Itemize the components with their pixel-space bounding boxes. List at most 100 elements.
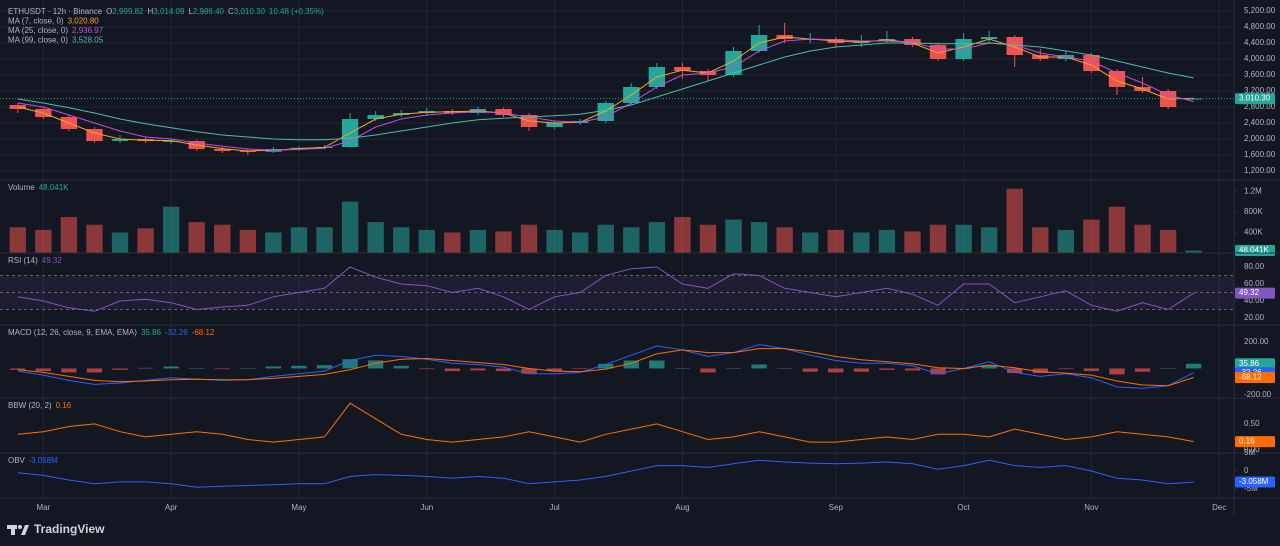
histogram-bar [623, 360, 639, 369]
histogram-bar [265, 366, 282, 369]
pane-title: RSI (14) [8, 256, 38, 265]
volume-bar [980, 227, 998, 253]
volume-bar [1108, 206, 1126, 253]
last-value-tag [1235, 476, 1275, 488]
brand-name: TradingView [34, 522, 105, 536]
price-change: 10.48 (+0.35%) [269, 7, 324, 16]
indicator-line [17, 348, 1194, 387]
pane-value: 35.86 [141, 328, 162, 337]
y-tick-label: -200.00 [1244, 390, 1272, 399]
last-value-tag-label: -68.12 [1239, 373, 1262, 382]
candle-body [214, 149, 231, 151]
y-tick-label: 200.00 [1244, 337, 1269, 346]
pane-value: -68.12 [192, 328, 215, 337]
y-tick-label: 4,000.00 [1244, 54, 1276, 63]
logo-slash [21, 525, 29, 535]
histogram-bar [112, 368, 128, 370]
pane-value: 48.041K [39, 183, 69, 192]
volume-bar [674, 217, 691, 253]
ma-name: MA (25, close, 0) [8, 26, 68, 35]
y-tick-label: 2,000.00 [1244, 134, 1276, 143]
histogram-bar [598, 363, 614, 369]
y-tick-label: 1,600.00 [1244, 150, 1276, 159]
time-label: Apr [165, 503, 178, 512]
y-tick-label: 80.00 [1244, 262, 1265, 271]
histogram-bar [674, 368, 691, 369]
last-value-tag [1235, 287, 1275, 299]
volume-bar [929, 224, 947, 253]
pane-value: -32.26 [165, 328, 188, 337]
time-label: Sep [829, 503, 844, 512]
last-value-tag [1235, 436, 1275, 448]
volume-bar [393, 227, 410, 253]
histogram-bar [240, 368, 256, 369]
histogram-bar [1160, 368, 1176, 369]
last-value-tag-label: 35.86 [1239, 359, 1260, 368]
histogram-bar [470, 368, 486, 371]
volume-bar [546, 229, 563, 253]
candle-body [162, 141, 180, 142]
volume-bar [776, 227, 793, 253]
y-tick-label: 0 [1244, 466, 1249, 475]
volume-bar [955, 224, 972, 253]
histogram-bar [1058, 368, 1074, 370]
pane-legend: MACD (12, 26, close, 9, EMA, EMA) 35.86 -3… [8, 328, 215, 337]
y-tick-label: 20.00 [1244, 313, 1265, 322]
histogram-bar [649, 360, 665, 369]
y-tick-label: 40.00 [1244, 296, 1265, 305]
histogram-bar [1109, 368, 1125, 375]
ma-value: 3,020.80 [68, 17, 100, 26]
ma-name: MA (99, close, 0) [8, 36, 68, 45]
volume-bar [1134, 224, 1151, 253]
y-tick-label: -5M [1244, 484, 1258, 493]
pane-value: 0.16 [56, 401, 72, 410]
y-tick-label: 5,200.00 [1244, 6, 1276, 15]
histogram-bar [214, 368, 230, 370]
histogram-bar [981, 365, 997, 369]
pane-title: BBW (20, 2) [8, 401, 52, 410]
pane-title: Volume [8, 183, 35, 192]
moving-average-line [17, 42, 1194, 141]
pane-title: OBV [8, 456, 26, 465]
candle-body [495, 109, 512, 115]
histogram-bar [137, 367, 154, 369]
histogram-bar [700, 368, 716, 373]
ma-legend: MA (7, close, 0) 3,020.80 [8, 17, 99, 26]
candle-body [1185, 98, 1202, 100]
y-tick-label: 1,200.00 [1244, 166, 1276, 175]
volume-bar [9, 227, 26, 253]
candle-body [980, 37, 998, 39]
y-tick-label: 2,800.00 [1244, 102, 1276, 111]
candle-body [367, 115, 384, 119]
y-tick-label: 5M [1244, 448, 1255, 457]
histogram-bar [521, 368, 537, 374]
time-label: May [291, 503, 306, 512]
histogram-bar [444, 368, 461, 372]
volume-bar [802, 232, 819, 253]
histogram-bar [1032, 368, 1048, 374]
last-value-tag-label: 3,010.30 [1239, 94, 1271, 103]
histogram-bar [879, 368, 895, 370]
volume-bar [520, 224, 538, 253]
volume-bar [86, 224, 103, 253]
time-label: Dec [1212, 503, 1226, 512]
pane-legend: BBW (20, 2) 0.16 [8, 401, 72, 410]
histogram-bar [393, 365, 409, 369]
volume-bar [1159, 229, 1177, 253]
rsi-band [0, 275, 1234, 310]
last-value-tag [1235, 358, 1275, 370]
ma-value: 3,528.05 [72, 36, 104, 45]
last-value-tag-label: 49.32 [1239, 288, 1260, 297]
volume-bar [699, 224, 717, 253]
volume-bar [418, 229, 435, 253]
volume-bar [137, 228, 154, 253]
y-tick-label: 0.50 [1244, 419, 1260, 428]
volume-bar [623, 227, 640, 253]
candle-body [111, 139, 129, 141]
candle-body [239, 151, 257, 152]
volume-bar [214, 224, 231, 253]
ohlc-key: H [147, 7, 153, 16]
logo-dot [18, 525, 22, 529]
ma-legend: MA (99, close, 0) 3,528.05 [8, 36, 104, 45]
